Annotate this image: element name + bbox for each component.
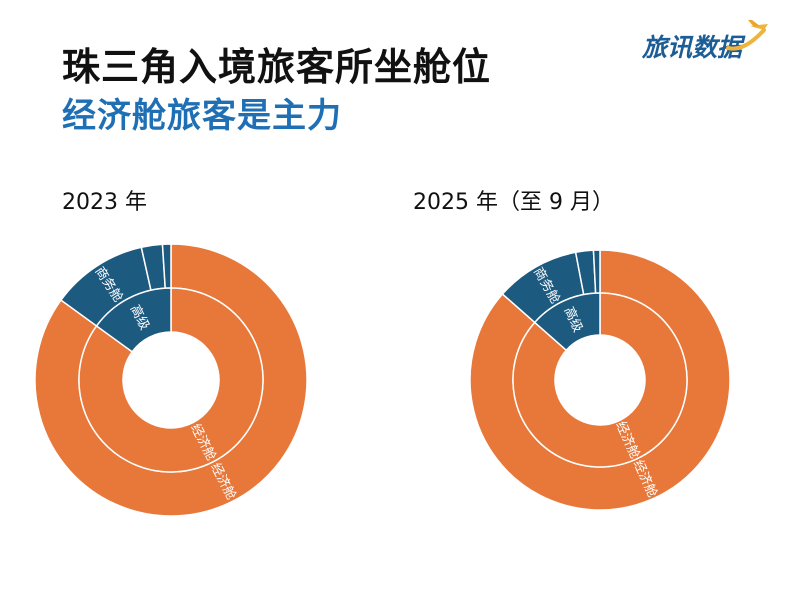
airplane-icon <box>726 20 768 51</box>
brand-logo: 旅讯数据 <box>640 20 770 78</box>
logo-text: 旅讯数据 <box>642 33 743 62</box>
chart-title-2025: 2025 年（至 9 月） <box>413 190 614 215</box>
chart1-inner-slice-0 <box>512 292 688 468</box>
chart0-inner-slice-0 <box>78 287 264 473</box>
page-subtitle: 经济舱旅客是主力 <box>62 96 342 136</box>
chart-title-2023: 2023 年 <box>62 190 147 215</box>
chart1-inner-slice-1 <box>533 292 601 352</box>
chart0-inner-slice-1 <box>95 287 172 353</box>
page-title: 珠三角入境旅客所坐舱位 <box>62 45 492 89</box>
